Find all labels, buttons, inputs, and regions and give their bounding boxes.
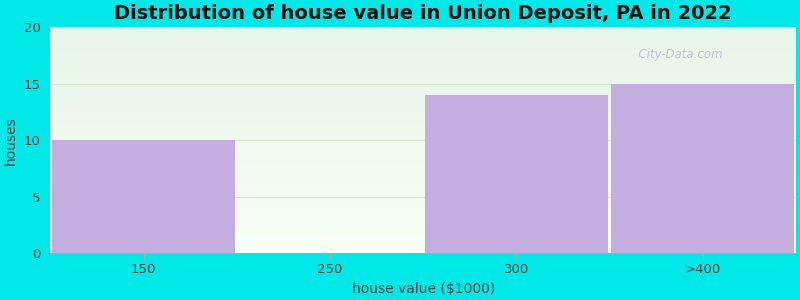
Y-axis label: houses: houses [4, 116, 18, 165]
Bar [425, 95, 608, 253]
Text: City-Data.com: City-Data.com [630, 48, 722, 61]
Title: Distribution of house value in Union Deposit, PA in 2022: Distribution of house value in Union Dep… [114, 4, 732, 23]
Bar [611, 84, 794, 253]
Bar [52, 140, 235, 253]
X-axis label: house value ($1000): house value ($1000) [351, 282, 494, 296]
